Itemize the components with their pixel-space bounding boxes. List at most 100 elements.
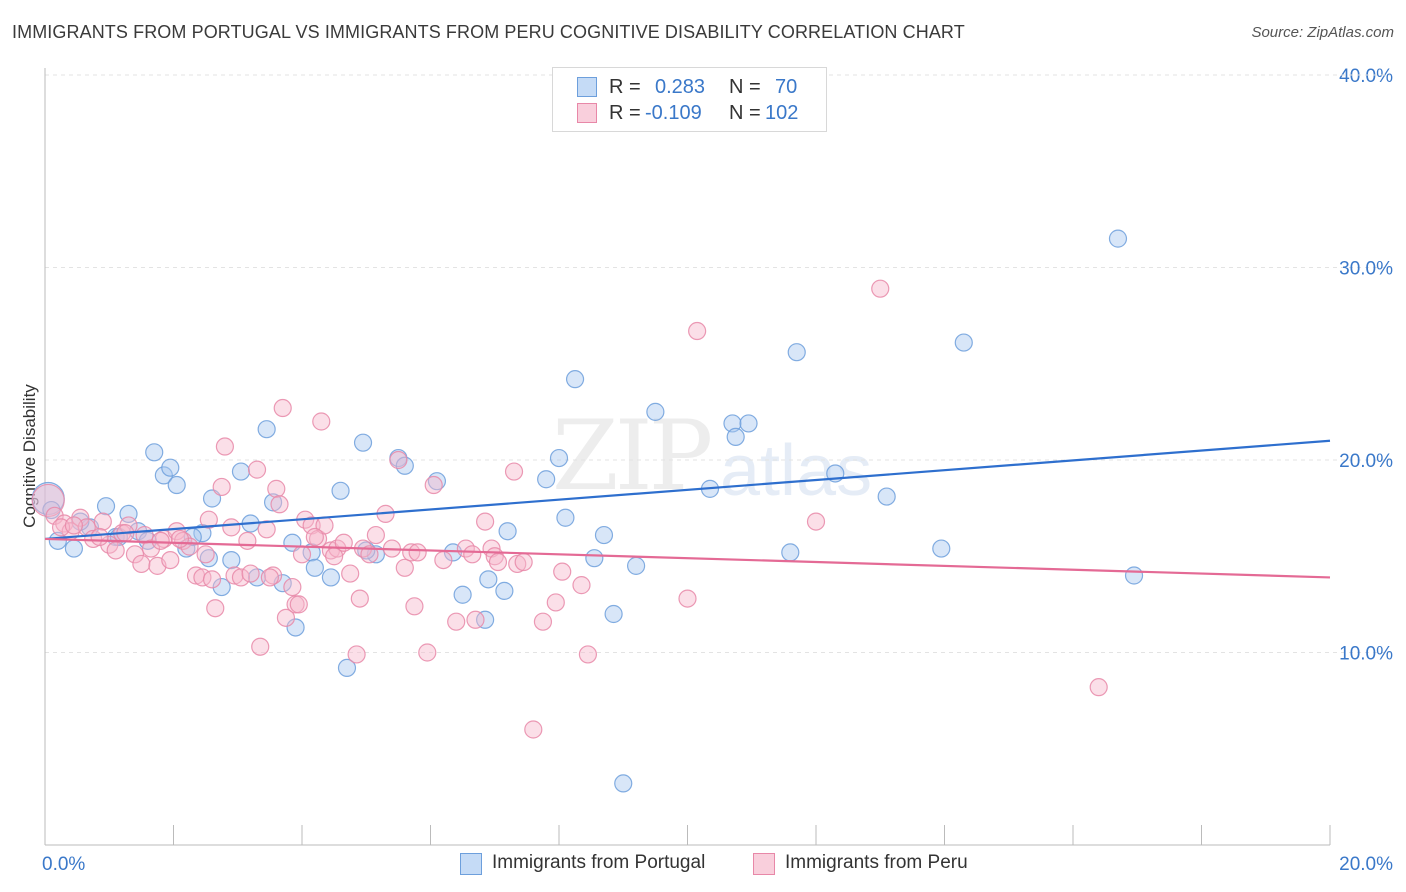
bottom-legend-swatch-peru <box>753 853 775 875</box>
portugal-point <box>145 443 164 462</box>
peru-point <box>424 475 443 495</box>
peru-point <box>688 321 707 341</box>
peru-point <box>267 479 286 498</box>
portugal-point <box>614 774 633 793</box>
peru-point <box>402 543 421 562</box>
peru-point <box>350 589 369 608</box>
watermark-atlas: atlas <box>720 431 873 511</box>
peru-point <box>806 512 826 531</box>
peru-point <box>64 516 84 535</box>
peru-point <box>572 576 591 595</box>
peru-point <box>45 506 64 525</box>
y-tick-label: 10.0% <box>1339 644 1393 665</box>
portugal-point <box>331 481 350 500</box>
portugal-point <box>212 577 231 597</box>
peru-point <box>347 645 366 664</box>
peru-point <box>225 566 244 585</box>
portugal-point <box>263 493 283 512</box>
peru-point <box>871 279 890 298</box>
peru-point <box>231 568 251 587</box>
peru-point <box>270 495 289 514</box>
portugal-point <box>787 343 806 362</box>
legend-r-value: 0.283 <box>655 76 706 98</box>
peru-point <box>292 545 312 564</box>
peru-trend-line <box>44 537 1331 579</box>
peru-point <box>93 512 112 531</box>
portugal-point <box>781 543 800 562</box>
peru-point <box>546 593 565 612</box>
portugal-point <box>321 568 341 587</box>
portugal-point <box>626 556 646 575</box>
portugal-point <box>353 433 373 452</box>
peru-point <box>360 545 379 564</box>
chart-title: IMMIGRANTS FROM PORTUGAL VS IMMIGRANTS F… <box>12 22 965 42</box>
portugal-point <box>723 414 742 433</box>
portugal-point <box>565 370 585 389</box>
peru-point <box>170 529 190 549</box>
portugal-point <box>231 462 251 481</box>
peru-point <box>90 527 109 547</box>
peru-point <box>202 570 222 589</box>
peru-point <box>31 483 65 518</box>
peru-point <box>125 545 145 564</box>
peru-point <box>305 527 324 547</box>
peru-point <box>273 398 292 418</box>
peru-point <box>514 552 533 572</box>
portugal-point <box>479 570 498 589</box>
peru-point <box>222 518 241 537</box>
portugal-point <box>286 618 305 637</box>
peru-point <box>260 568 279 587</box>
portugal-point <box>604 604 623 624</box>
portugal-point <box>877 487 896 506</box>
portugal-point <box>167 475 186 495</box>
portugal-point <box>96 497 116 516</box>
portugal-point <box>337 658 357 678</box>
legend-r-label: R = <box>609 102 641 124</box>
portugal-point <box>739 414 758 433</box>
legend-r-label: R = <box>609 76 641 98</box>
peru-point <box>276 608 296 627</box>
peru-point <box>199 510 218 529</box>
portugal-point <box>537 470 556 489</box>
portugal-point <box>556 508 575 527</box>
peru-point <box>263 566 283 585</box>
peru-point <box>504 462 524 481</box>
peru-point <box>289 595 308 614</box>
peru-point <box>241 564 260 583</box>
peru-point <box>366 525 385 545</box>
peru-point <box>257 520 276 539</box>
peru-point <box>141 539 161 558</box>
legend-n-label: N = <box>729 102 761 124</box>
peru-point <box>488 552 508 572</box>
peru-point <box>238 531 257 550</box>
x-tick-label: 20.0% <box>1339 854 1393 875</box>
portugal-point <box>549 448 569 468</box>
peru-point <box>466 610 485 629</box>
portugal-point <box>932 539 951 558</box>
peru-point <box>524 720 543 739</box>
peru-point <box>434 550 453 570</box>
portugal-point <box>726 427 745 446</box>
peru-point <box>389 450 408 470</box>
peru-point <box>215 437 234 456</box>
legend-n-label: N = <box>729 76 761 98</box>
legend-swatch-portugal <box>577 77 597 97</box>
peru-point <box>312 412 331 431</box>
portugal-point <box>453 585 472 604</box>
portugal-point <box>161 458 180 477</box>
bottom-legend-label-peru: Immigrants from Peru <box>785 852 968 873</box>
peru-point <box>325 547 344 566</box>
y-tick-label: 40.0% <box>1339 66 1393 87</box>
y-tick-label: 20.0% <box>1339 451 1393 472</box>
legend-n-value: 70 <box>775 76 798 98</box>
portugal-point <box>257 420 276 439</box>
peru-point <box>251 637 270 656</box>
portugal-point <box>222 550 241 570</box>
portugal-point <box>1108 229 1128 248</box>
peru-point <box>1089 678 1108 697</box>
peru-point <box>132 554 151 574</box>
portugal-point <box>585 549 604 568</box>
legend-n-value: 102 <box>765 102 799 124</box>
peru-point <box>196 545 215 564</box>
